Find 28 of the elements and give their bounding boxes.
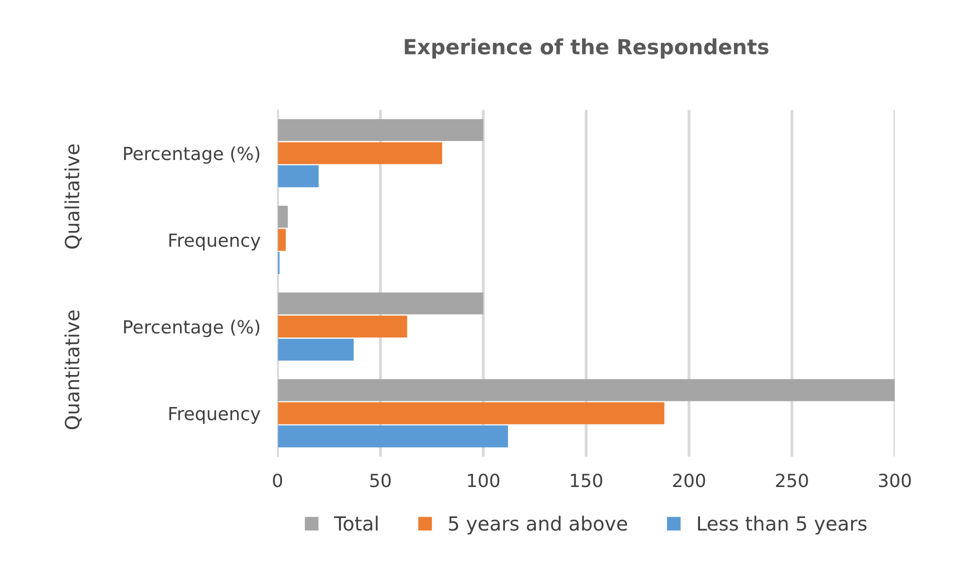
bar: [278, 228, 286, 251]
chart-title: Experience of the Respondents: [404, 38, 768, 59]
x-tick-label: 300: [878, 474, 911, 488]
bar: [278, 379, 895, 402]
bar: [278, 425, 508, 448]
y-tick-label: Frequency: [169, 234, 260, 250]
legend-label: 5 years and above: [448, 516, 628, 535]
bar: [278, 316, 408, 338]
legend-label: Total: [334, 516, 378, 531]
x-tick-label: 200: [673, 474, 706, 488]
y-tick-label: Percentage (%): [124, 146, 260, 164]
bar: [278, 206, 288, 228]
legend-label: Less than 5 years: [698, 516, 867, 535]
bar: [278, 165, 319, 188]
bar: [278, 119, 484, 142]
bar: [278, 142, 442, 164]
text: Qualitative: [64, 144, 82, 249]
bar: [278, 402, 664, 424]
x-tick-label: 250: [776, 474, 808, 488]
text: Quantitative: [64, 310, 82, 430]
x-tick-label: 150: [570, 474, 602, 488]
bar: [278, 292, 484, 314]
bar: [278, 338, 354, 361]
x-tick-label: 100: [468, 474, 500, 488]
y-tick-label: Frequency: [169, 406, 260, 424]
y-tick-label: Percentage (%): [124, 320, 260, 338]
x-tick-label: 50: [370, 474, 391, 488]
x-tick-label: 0: [272, 474, 282, 488]
